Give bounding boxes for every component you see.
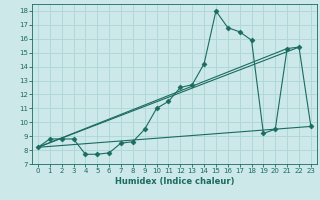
X-axis label: Humidex (Indice chaleur): Humidex (Indice chaleur) — [115, 177, 234, 186]
